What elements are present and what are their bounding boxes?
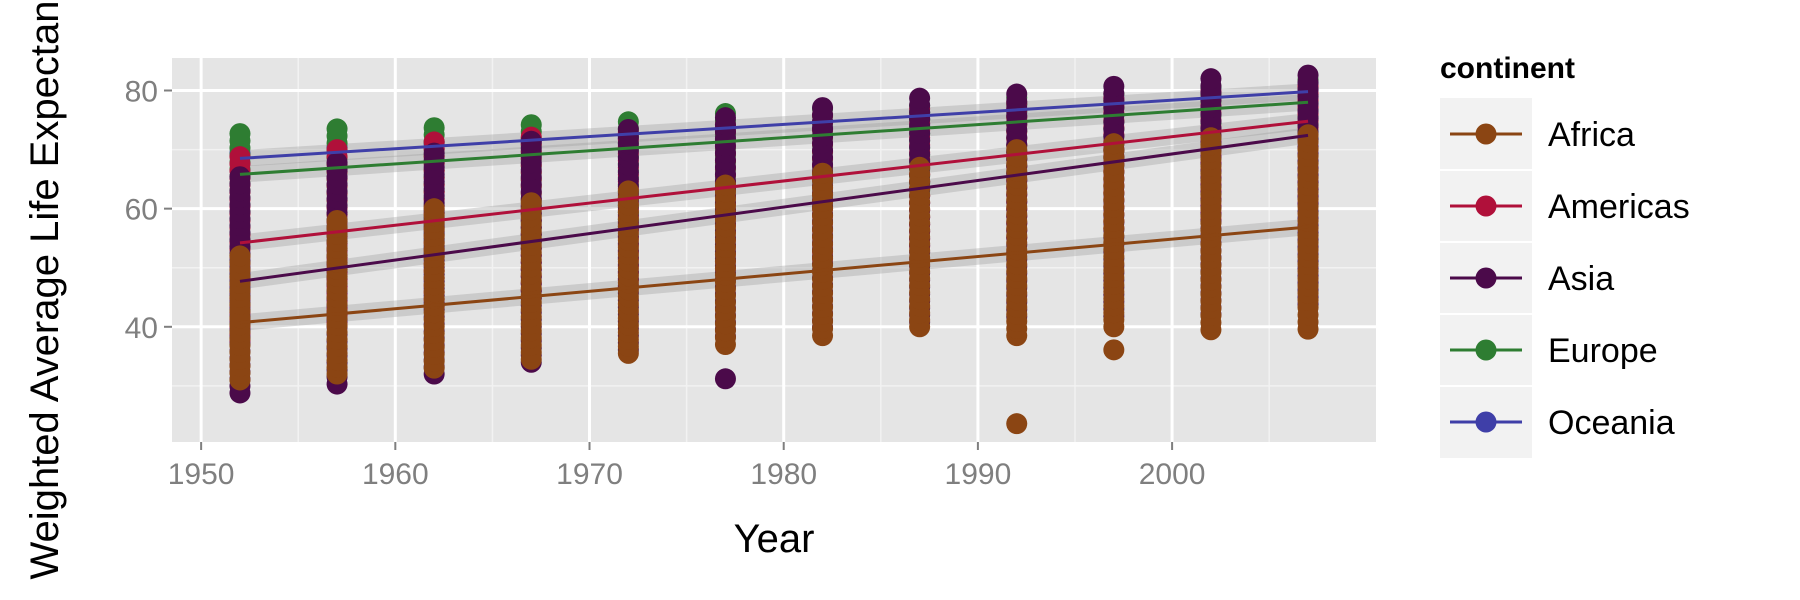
data-point [229, 123, 251, 145]
data-point [326, 118, 348, 140]
data-point [812, 97, 834, 119]
data-point [1200, 68, 1222, 90]
legend-key-dot [1475, 339, 1497, 361]
legend-label: Europe [1548, 332, 1658, 370]
legend-item-americas: Americas [1440, 169, 1690, 226]
trend-line-asia [239, 133, 1309, 283]
legend-title: continent [1440, 52, 1575, 85]
x-tick-label: 1980 [750, 458, 817, 491]
data-point [812, 162, 834, 184]
legend: continent Africa Americas Asia Europe Oceani… [1440, 52, 1690, 458]
legend-label: Asia [1548, 260, 1614, 298]
data-point-outlier [714, 368, 736, 390]
trend-line-oceania [239, 90, 1309, 160]
y-tick-label: 40 [125, 312, 158, 345]
data-point-outlier [1103, 339, 1125, 361]
x-tick-label: 1970 [556, 458, 623, 491]
data-point [1297, 64, 1319, 86]
legend-item-europe: Europe [1440, 313, 1658, 370]
data-point [909, 156, 931, 178]
data-point [617, 180, 639, 202]
legend-item-asia: Asia [1440, 241, 1614, 298]
data-point [423, 198, 445, 220]
y-tick-label: 60 [125, 194, 158, 227]
legend-key-dot [1475, 411, 1497, 433]
y-axis-title: Weighted Average Life Expectancy [23, 0, 67, 579]
data-point [229, 245, 251, 267]
legend-key-dot [1475, 267, 1497, 289]
legend-key-dot [1475, 195, 1497, 217]
legend-label: Africa [1548, 116, 1635, 154]
x-tick-label: 1950 [168, 458, 235, 491]
x-axis-title: Year [734, 517, 815, 561]
data-point [1297, 124, 1319, 146]
x-tick-label: 1960 [362, 458, 429, 491]
data-point [1006, 139, 1028, 161]
plot-panel [172, 58, 1376, 442]
data-point [326, 152, 348, 174]
series-points-africa [229, 124, 1319, 435]
trend-line-europe [239, 100, 1309, 176]
data-point [1006, 83, 1028, 105]
data-point [326, 209, 348, 231]
legend-item-africa: Africa [1450, 116, 1635, 154]
trend-lines [239, 90, 1309, 325]
axes: 1950 1960 1970 1980 1990 2000 40 60 80 [125, 75, 1206, 491]
data-point [714, 174, 736, 196]
legend-label: Americas [1548, 188, 1690, 226]
data-point [617, 118, 639, 140]
legend-item-oceania: Oceania [1440, 385, 1675, 442]
data-point [714, 107, 736, 129]
trend-line-africa [239, 225, 1309, 325]
y-tick-label: 80 [125, 75, 158, 108]
x-tick-label: 1990 [945, 458, 1012, 491]
data-point [229, 166, 251, 188]
data-point-outlier [1006, 413, 1028, 435]
legend-label: Oceania [1548, 404, 1675, 442]
data-point [1103, 75, 1125, 97]
legend-key-dot [1475, 123, 1497, 145]
x-tick-label: 2000 [1139, 458, 1206, 491]
data-point [229, 146, 251, 168]
data-point [909, 87, 931, 109]
trend-line-americas [239, 119, 1309, 245]
